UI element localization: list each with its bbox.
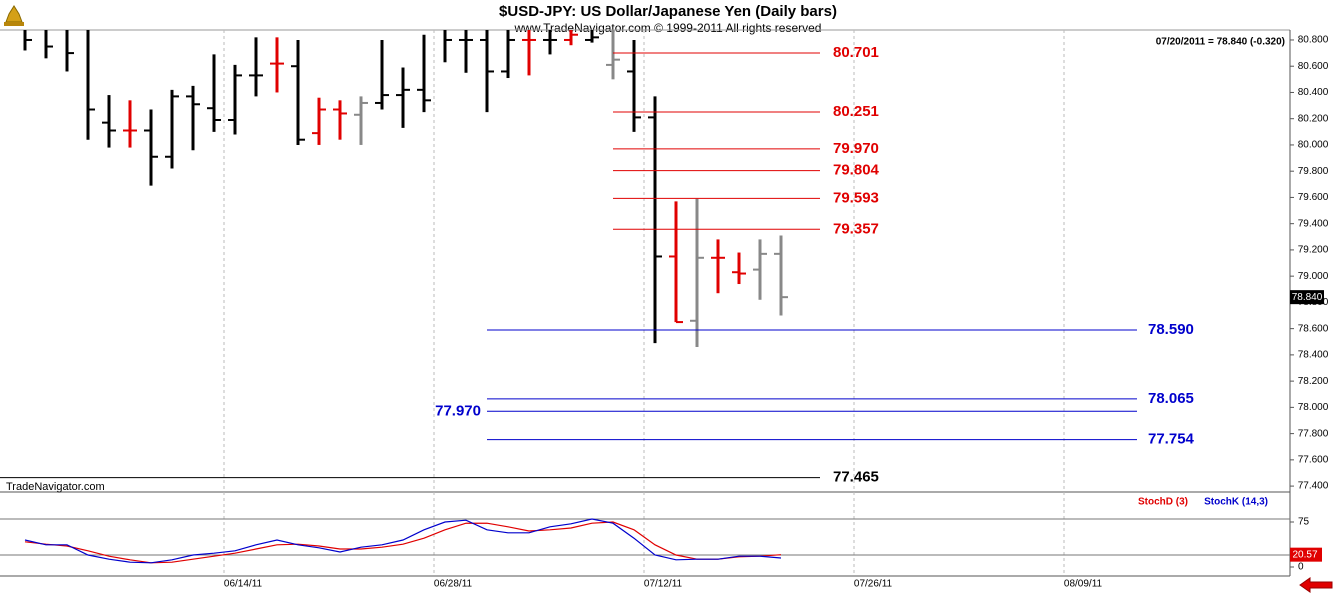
y-tick-label: 78.000	[1298, 402, 1329, 413]
legend-label: StochD (3)	[1138, 497, 1188, 508]
y-tick-label: 80.000	[1298, 140, 1329, 151]
price-plot	[23, 30, 788, 348]
level-label: 77.754	[1148, 431, 1195, 448]
y-tick-label: 79.400	[1298, 218, 1329, 229]
level-label: 78.590	[1148, 321, 1194, 338]
y-tick-label: 80.400	[1298, 87, 1329, 98]
legend-label: StochK (14,3)	[1204, 497, 1268, 508]
y-tick-label: 79.200	[1298, 245, 1329, 256]
y-tick-label: 75	[1298, 517, 1310, 528]
y-tick-label: 77.800	[1298, 428, 1329, 439]
last-price-label: 78.840	[1292, 292, 1323, 303]
level-label: 79.357	[833, 220, 879, 237]
logo	[4, 5, 24, 26]
chart-title: $USD-JPY: US Dollar/Japanese Yen (Daily …	[499, 3, 837, 20]
last-price-box	[1290, 290, 1324, 305]
y-tick-label: 78.200	[1298, 376, 1329, 387]
x-tick-label: 08/09/11	[1064, 579, 1103, 590]
level-label: 79.804	[833, 162, 880, 179]
level-label: 77.465	[833, 469, 879, 486]
y-tick-label: 80.800	[1298, 35, 1329, 46]
last-value-label: 20.57	[1292, 549, 1317, 560]
x-tick-label: 06/28/11	[434, 579, 473, 590]
level-label: 79.593	[833, 189, 879, 206]
y-tick-label: 78.600	[1298, 323, 1329, 334]
y-tick-label: 79.800	[1298, 166, 1329, 177]
y-tick-label: 80.200	[1298, 113, 1329, 124]
x-tick-label: 07/12/11	[644, 579, 683, 590]
y-tick-label: 79.600	[1298, 192, 1329, 203]
level-label: 80.701	[833, 44, 879, 61]
y-tick-label: 0	[1298, 562, 1304, 573]
y-tick-label: 77.400	[1298, 481, 1329, 492]
last-value-box	[1290, 547, 1322, 562]
level-label: 77.970	[435, 402, 481, 419]
y-tick-label: 78.400	[1298, 350, 1329, 361]
level-label: 78.065	[1148, 390, 1194, 407]
x-tick-label: 06/14/11	[224, 579, 263, 590]
stoch-line	[24, 518, 782, 564]
y-tick-label: 77.600	[1298, 454, 1329, 465]
y-tick-label: 79.000	[1298, 271, 1329, 282]
x-tick-label: 07/26/11	[854, 579, 893, 590]
chart-subtitle: www.TradeNavigator.com © 1999-2011 All r…	[514, 21, 822, 35]
scroll-arrow[interactable]	[1299, 577, 1333, 593]
level-label: 80.251	[833, 103, 879, 120]
watermark: TradeNavigator.com	[6, 481, 105, 493]
level-label: 79.970	[833, 140, 879, 157]
price-info: 07/20/2011 = 78.840 (-0.320)	[1156, 37, 1285, 48]
y-tick-label: 80.600	[1298, 61, 1329, 72]
